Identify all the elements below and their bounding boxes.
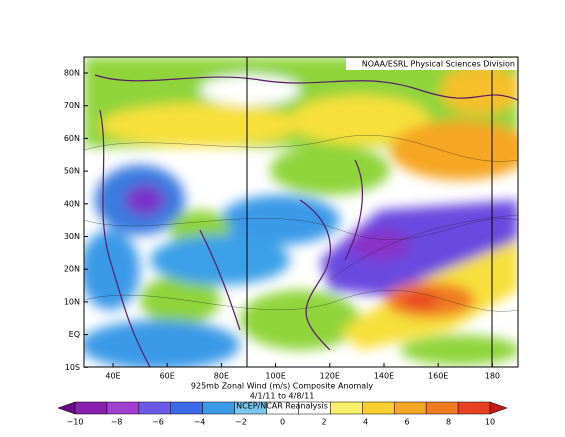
lat-label: 10S: [65, 363, 80, 372]
lon-label: 160E: [428, 372, 448, 381]
credit-box: [346, 58, 517, 70]
lon-label: 60E: [160, 372, 175, 381]
colorbar-swatch: [138, 401, 172, 415]
lon-label: 120E: [320, 372, 340, 381]
credit: NOAA/ESRL Physical Sciences Division: [362, 60, 515, 69]
lat-label: 20N: [64, 265, 80, 274]
colorbar-label: −6: [152, 418, 164, 427]
lat-label: 70N: [64, 101, 80, 110]
lat-label: 10N: [64, 297, 80, 306]
colorbar-swatch: [74, 401, 108, 415]
colorbar-label: 10: [485, 418, 495, 427]
map-field: [84, 57, 518, 367]
colorbar-swatch: [362, 401, 395, 415]
lat-label: 50N: [64, 167, 80, 176]
colorbar-swatch: [425, 401, 459, 415]
lat-label: 30N: [64, 232, 80, 241]
colorbar-label: −10: [67, 418, 84, 427]
colorbar-label: −4: [194, 418, 206, 427]
lat-label: 60N: [64, 134, 80, 143]
caption-dates: 4/1/11 to 4/8/11: [250, 392, 315, 401]
colorbar-end: [57, 401, 76, 415]
colorbar-swatch: [393, 401, 427, 415]
map-frame: [83, 56, 519, 368]
colorbar: −10 −8 −6 −4 −2 0 2 4 6 8 10: [57, 401, 508, 427]
colorbar-end: [489, 401, 508, 415]
lat-label: 40N: [64, 199, 80, 208]
caption-source: NCEP/NCAR Reanalysis: [236, 402, 328, 411]
colorbar-label: 8: [446, 418, 451, 427]
colorbar-label: 6: [404, 418, 409, 427]
lat-label: EQ: [69, 330, 80, 339]
lat-label: 80N: [64, 69, 80, 78]
lon-label: 140E: [374, 372, 394, 381]
caption-title: 925mb Zonal Wind (m/s) Composite Anomaly: [191, 382, 373, 391]
colorbar-label: −8: [111, 418, 123, 427]
lon-label: 80E: [214, 372, 229, 381]
colorbar-label: 2: [321, 418, 326, 427]
colorbar-label: −2: [235, 418, 247, 427]
colorbar-swatch: [457, 401, 491, 415]
colorbar-label: 0: [280, 418, 285, 427]
colorbar-swatch: [202, 401, 235, 415]
colorbar-swatch: [170, 401, 203, 415]
colorbar-swatch: [330, 401, 363, 415]
lon-label: 180: [485, 372, 500, 381]
colorbar-label: 4: [363, 418, 368, 427]
lon-label: 40E: [105, 372, 120, 381]
colorbar-swatch: [106, 401, 140, 415]
lon-label: 100E: [265, 372, 285, 381]
